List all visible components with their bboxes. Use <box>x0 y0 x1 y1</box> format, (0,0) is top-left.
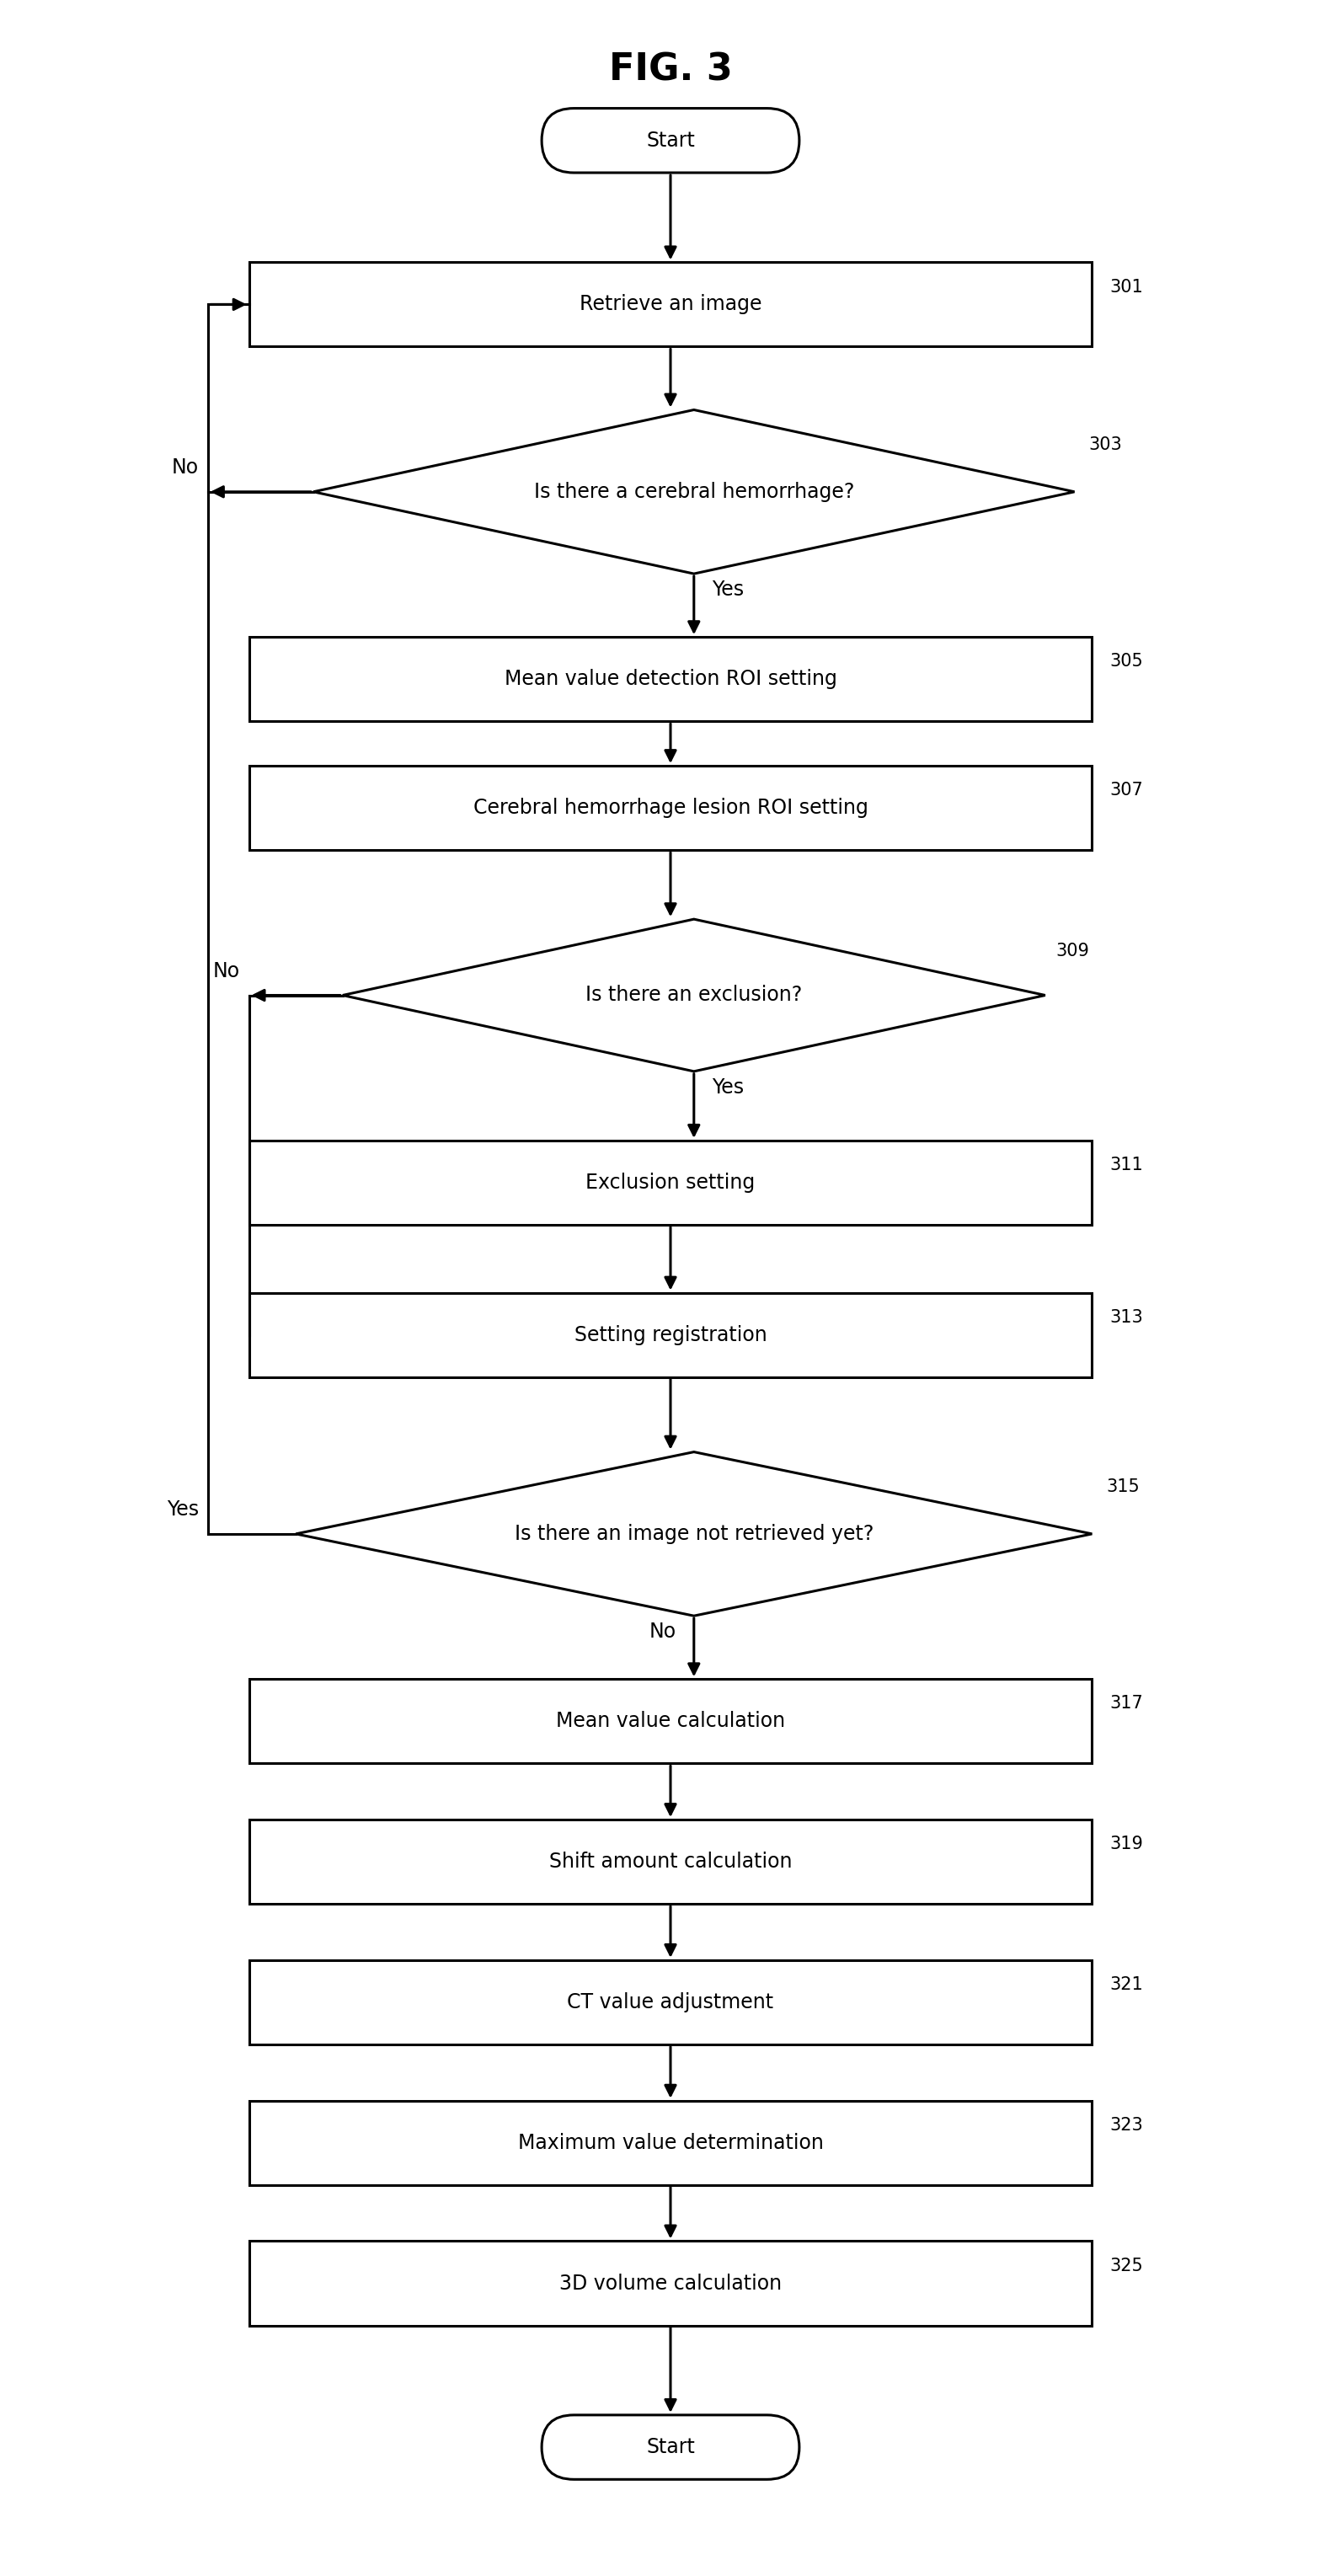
Text: Setting registration: Setting registration <box>574 1324 767 1345</box>
Text: 315: 315 <box>1106 1479 1140 1497</box>
Polygon shape <box>296 1453 1092 1615</box>
Polygon shape <box>314 410 1074 574</box>
Text: Is there an exclusion?: Is there an exclusion? <box>586 984 802 1005</box>
Text: FIG. 3: FIG. 3 <box>609 52 732 88</box>
Text: 313: 313 <box>1109 1309 1143 1327</box>
Text: 321: 321 <box>1109 1976 1143 1994</box>
Bar <box>249 1960 1092 2045</box>
FancyBboxPatch shape <box>542 108 799 173</box>
Text: Yes: Yes <box>712 580 744 600</box>
Text: Is there an image not retrieved yet?: Is there an image not retrieved yet? <box>515 1525 873 1543</box>
Bar <box>249 263 1092 348</box>
Text: Yes: Yes <box>166 1499 198 1520</box>
Text: 323: 323 <box>1109 2117 1143 2133</box>
Bar <box>249 2241 1092 2326</box>
Text: Mean value calculation: Mean value calculation <box>557 1710 784 1731</box>
Text: 303: 303 <box>1089 435 1122 453</box>
Bar <box>249 765 1092 850</box>
Bar <box>249 1680 1092 1765</box>
Bar <box>249 1819 1092 1904</box>
Text: Is there a cerebral hemorrhage?: Is there a cerebral hemorrhage? <box>534 482 854 502</box>
Text: Start: Start <box>646 2437 695 2458</box>
Text: Yes: Yes <box>712 1077 744 1097</box>
Text: 317: 317 <box>1109 1695 1143 1713</box>
Text: Maximum value determination: Maximum value determination <box>518 2133 823 2154</box>
Text: 305: 305 <box>1109 654 1143 670</box>
Bar <box>249 2099 1092 2184</box>
Bar <box>249 636 1092 721</box>
Text: No: No <box>172 459 198 477</box>
Text: No: No <box>213 961 240 981</box>
Text: Cerebral hemorrhage lesion ROI setting: Cerebral hemorrhage lesion ROI setting <box>473 799 868 819</box>
Text: 3D volume calculation: 3D volume calculation <box>559 2272 782 2293</box>
Text: No: No <box>649 1623 676 1641</box>
Text: 309: 309 <box>1055 943 1089 961</box>
FancyBboxPatch shape <box>542 2414 799 2478</box>
Text: CT value adjustment: CT value adjustment <box>567 1991 774 2012</box>
Bar <box>249 1141 1092 1224</box>
Text: 311: 311 <box>1109 1157 1143 1175</box>
Text: 307: 307 <box>1109 783 1143 799</box>
Text: 301: 301 <box>1109 278 1143 296</box>
Text: 325: 325 <box>1109 2257 1143 2275</box>
Text: Exclusion setting: Exclusion setting <box>586 1172 755 1193</box>
Text: 319: 319 <box>1109 1837 1143 1852</box>
Bar <box>249 1293 1092 1378</box>
Text: Start: Start <box>646 131 695 149</box>
Text: Mean value detection ROI setting: Mean value detection ROI setting <box>504 670 837 690</box>
Polygon shape <box>343 920 1045 1072</box>
Text: Retrieve an image: Retrieve an image <box>579 294 762 314</box>
Text: Shift amount calculation: Shift amount calculation <box>548 1852 793 1873</box>
